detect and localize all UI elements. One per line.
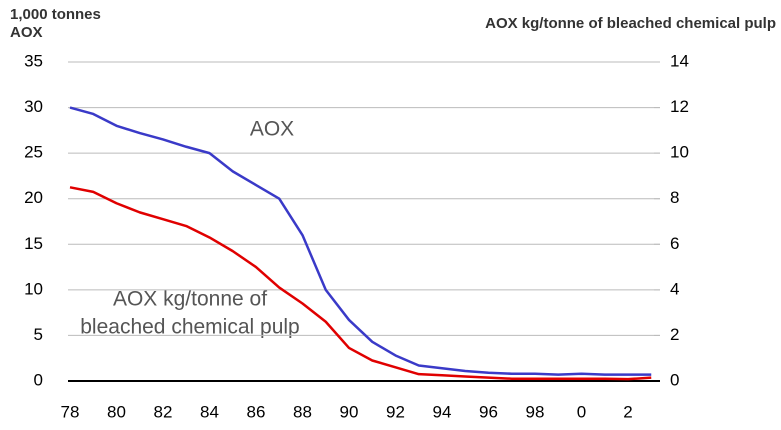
series-line [69,186,652,381]
x-tick-label: 94 [433,402,452,421]
y2-tick-label: 8 [670,188,679,207]
series-line [69,106,652,376]
x-tick-label: 0 [577,402,586,421]
y2-tick-label: 4 [670,279,679,298]
x-tick-label: 2 [623,402,632,421]
x-tick-label: 78 [61,402,80,421]
x-tick-label: 80 [107,402,126,421]
y2-tick-label: 0 [670,370,679,389]
x-tick-label: 84 [200,402,219,421]
y2-axis-label: AOX kg/tonne of bleached chemical pulp [485,15,776,32]
y-tick-label: 10 [24,279,43,298]
y-tick-label: 20 [24,188,43,207]
x-tick-label: 92 [386,402,405,421]
x-tick-label: 88 [293,402,312,421]
y-tick-label: 0 [34,370,43,389]
y2-tick-label: 14 [670,51,689,70]
series-label: AOX kg/tonne of [113,288,267,311]
x-tick-label: 90 [340,402,359,421]
y-tick-label: 15 [24,234,43,253]
x-tick-label: 86 [247,402,266,421]
y-tick-label: 5 [34,325,43,344]
y-tick-label: 25 [24,143,43,162]
y2-tick-label: 10 [670,143,689,162]
y2-tick-label: 6 [670,234,679,253]
y-tick-label: 30 [24,97,43,116]
x-tick-label: 96 [479,402,498,421]
series-label: bleached chemical pulp [80,316,299,339]
x-tick-label: 82 [154,402,173,421]
x-tick-label: 98 [526,402,545,421]
series-label: AOX [250,118,294,141]
y-tick-label: 35 [24,51,43,70]
y-axis-label: AOX [10,24,43,41]
y2-tick-label: 12 [670,97,689,116]
y-axis-label: 1,000 tonnes [10,6,101,23]
y2-tick-label: 2 [670,325,679,344]
